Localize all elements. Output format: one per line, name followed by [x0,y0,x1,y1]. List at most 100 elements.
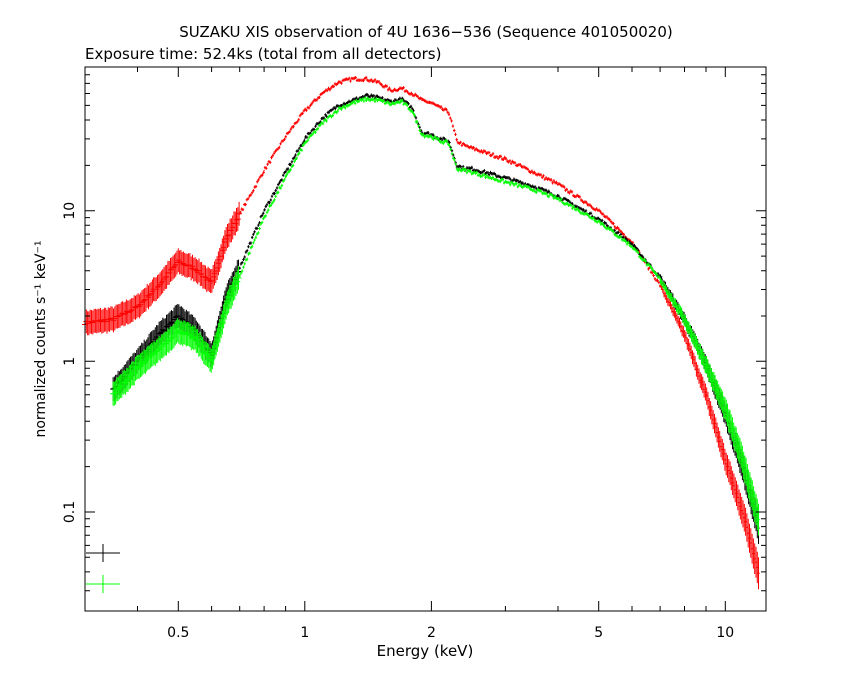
series-2-point [448,140,450,142]
series-3-point [321,122,323,124]
x-tick-label: 10 [716,625,734,641]
chart-subtitle: Exposure time: 52.4ks (total from all de… [85,45,441,63]
series-3-point [598,220,600,222]
series-3-point [742,459,744,461]
series-1-point [448,111,450,113]
x-tick-label: 5 [594,625,603,641]
legend-marker-2 [86,575,120,593]
series-3-point [401,101,403,103]
series-3-point [705,364,707,366]
series-3-point [683,318,686,320]
series-1-point [471,147,473,149]
series-1-point [421,99,423,101]
legend-marker-1 [86,544,120,562]
y-axis-ticks [85,66,766,592]
series-1-point [158,284,160,286]
series-2-point [321,117,323,119]
series-3-point [211,360,213,362]
series-1-point [430,102,432,104]
plot-frame [84,66,767,612]
series-1-point [411,92,413,95]
series-3-point [724,408,726,410]
series-1-point [504,158,506,160]
series-1-point [304,110,306,112]
series-3-spectrum [110,96,760,536]
series-3-point [263,217,265,219]
series-1-point [211,282,213,284]
series-3-point [239,275,241,277]
series-2-point [421,132,423,134]
series-3-point [337,108,339,111]
series-2-point [390,101,392,103]
series-2-point [631,243,633,245]
series-3-point [378,99,380,101]
series-1-point [724,459,726,461]
series-2-spectrum [110,92,760,544]
series-3-point [365,98,367,100]
series-1-point [742,511,744,513]
series-1-point [112,318,114,320]
series-1-point [136,306,139,308]
series-2-point [177,315,179,317]
y-axis-label: normalized counts s⁻¹ keV⁻¹ [33,240,49,437]
series-2-point [411,107,413,109]
series-3-point [136,367,139,369]
series-1-point [631,241,633,243]
x-tick-label: 2 [427,625,436,641]
series-1-point [390,89,392,91]
x-tick-label: 1 [300,625,309,641]
series-1-point [401,87,403,89]
series-2-point [471,168,473,170]
series-1-point [352,78,354,80]
series-3-point [557,198,559,200]
series-1-point [557,183,559,185]
series-1-point [337,81,339,84]
series-3-point [411,110,413,112]
series-1-point [456,140,458,142]
series-3-point [352,102,354,104]
series-1-point [365,78,367,80]
series-2-point [533,185,535,187]
series-1-point [464,145,466,147]
series-3-point [448,142,450,144]
series-1-point [659,284,661,286]
series-3-point [421,134,423,136]
y-tick-label: 1 [62,357,78,366]
series-1-point [378,81,380,84]
series-2-point [285,171,287,173]
series-3-point [112,394,114,396]
data-layer [82,75,760,590]
series-1-point [533,171,535,173]
y-tick-label: 0.1 [62,501,78,523]
series-2-point [352,99,354,101]
series-1-point [598,210,600,212]
series-1-point [705,394,707,396]
series-2-point [365,95,367,97]
series-3-point [533,189,535,191]
series-1-point [321,92,323,95]
series-2-point [337,104,339,106]
series-1-point [757,571,760,573]
series-3-point [631,245,633,247]
series-1-point [439,107,441,109]
series-3-point [225,306,227,308]
series-3-point [177,330,179,332]
series-3-error-bars [110,96,760,536]
series-3-point [456,168,458,170]
axis-layer: 0.5 1 2 5 10 0.1 1 10 [62,66,766,641]
series-2-point [504,177,506,179]
series-1-point [225,238,227,240]
y-tick-label: 10 [62,202,78,220]
series-3-point [757,518,760,520]
series-3-point [304,142,306,144]
series-2-point [304,138,306,140]
series-3-point [659,278,661,280]
series-3-point [471,171,473,173]
series-3-point [439,140,441,142]
legend [86,544,120,593]
series-3-point [504,181,506,183]
series-2-point [456,164,458,166]
chart-title: SUZAKU XIS observation of 4U 1636−536 (S… [179,23,672,41]
x-axis-label: Energy (keV) [377,642,474,660]
